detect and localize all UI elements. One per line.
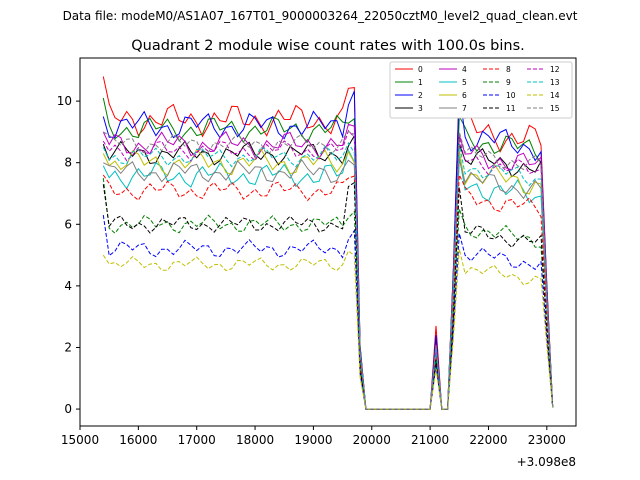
plot-frame — [79, 57, 577, 427]
y-tick-label: 6 — [64, 217, 72, 231]
x-tick-label: 19000 — [294, 433, 332, 447]
series-line-12 — [102, 129, 554, 410]
y-tick-label: 8 — [64, 156, 72, 170]
x-tick-label: 18000 — [236, 433, 274, 447]
chart-title: Quadrant 2 module wise count rates with … — [131, 38, 525, 54]
legend-label-4: 4 — [462, 65, 467, 74]
series-line-4 — [102, 123, 554, 410]
series-line-11 — [102, 181, 554, 410]
legend-label-13: 13 — [550, 78, 560, 87]
legend-label-8: 8 — [506, 65, 511, 74]
legend-label-11: 11 — [506, 104, 516, 113]
series-line-2 — [102, 88, 554, 410]
legend-label-12: 12 — [550, 65, 560, 74]
x-tick-label: 17000 — [178, 433, 216, 447]
legend-label-2: 2 — [418, 91, 423, 100]
legend-label-0: 0 — [418, 65, 423, 74]
y-tick-label: 10 — [57, 94, 72, 108]
series-line-15 — [103, 130, 554, 410]
y-tick-label: 2 — [64, 340, 72, 354]
series-line-9 — [102, 178, 554, 410]
series-line-7 — [103, 159, 554, 410]
x-tick-label: 20000 — [353, 433, 391, 447]
suptitle: Data file: modeM0/AS1A07_167T01_90000032… — [63, 9, 578, 23]
legend-label-14: 14 — [550, 91, 560, 100]
y-tick-label: 4 — [64, 279, 72, 293]
series-line-0 — [102, 76, 554, 410]
series-line-6 — [102, 148, 554, 410]
legend-box — [389, 61, 573, 119]
y-axis: 0 2 4 6 8 10 — [57, 94, 80, 416]
legend-label-9: 9 — [506, 78, 511, 87]
x-tick-label: 15000 — [61, 433, 99, 447]
legend-label-3: 3 — [418, 104, 423, 113]
series-line-8 — [102, 174, 554, 410]
x-tick-label: 22000 — [469, 433, 507, 447]
legend-label-1: 1 — [418, 78, 423, 87]
x-tick-label: 16000 — [119, 433, 157, 447]
legend-label-5: 5 — [462, 78, 467, 87]
legend-label-15: 15 — [550, 104, 560, 113]
plot-lines — [102, 76, 554, 410]
legend-label-7: 7 — [462, 104, 467, 113]
legend-label-10: 10 — [506, 91, 516, 100]
x-axis: 15000 16000 17000 18000 19000 20000 21000 22000… — [61, 426, 566, 447]
series-line-5 — [102, 148, 554, 410]
series-line-13 — [102, 141, 554, 410]
series-line-14 — [102, 248, 554, 410]
series-line-10 — [102, 215, 554, 410]
legend-label-6: 6 — [462, 91, 467, 100]
series-line-1 — [102, 97, 554, 410]
y-tick-label: 0 — [64, 402, 72, 416]
x-tick-label: 23000 — [528, 433, 566, 447]
x-offset-label: +3.098e8 — [517, 455, 576, 469]
x-tick-label: 21000 — [411, 433, 449, 447]
